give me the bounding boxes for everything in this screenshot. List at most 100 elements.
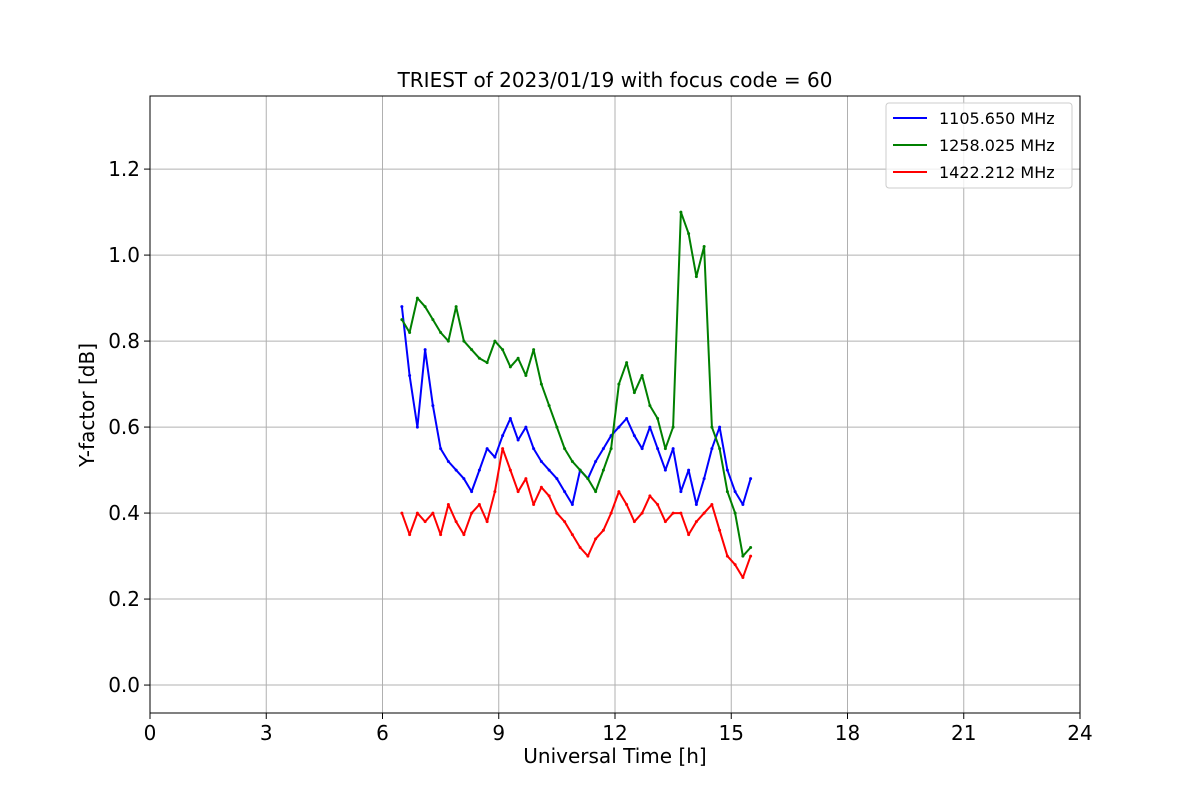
series-1-point	[493, 339, 497, 343]
series-line-1	[401, 211, 752, 558]
series-0-point	[400, 305, 404, 309]
series-1-point	[547, 404, 551, 408]
series-0-point	[570, 502, 574, 506]
series-2-point	[470, 511, 474, 515]
series-2-point	[594, 537, 598, 541]
series-1-point	[586, 477, 590, 481]
series-2-point	[648, 494, 652, 498]
series-2-point	[625, 502, 629, 506]
series-0-point	[508, 416, 512, 420]
x-tick-label: 12	[602, 721, 627, 745]
series-layer	[400, 210, 753, 580]
series-1-point	[446, 339, 450, 343]
series-0-point	[446, 459, 450, 463]
series-0-point	[547, 468, 551, 472]
series-1-point	[423, 305, 427, 309]
series-line-0	[400, 306, 752, 506]
y-tick-label: 0.4	[108, 501, 140, 525]
series-1-point	[710, 425, 714, 429]
series-1-point	[516, 356, 520, 360]
series-1-point	[648, 404, 652, 408]
series-1-point	[725, 490, 729, 494]
series-1-point	[485, 361, 489, 365]
series-2-point	[749, 554, 753, 558]
series-1-point	[501, 348, 505, 352]
series-2-point	[710, 502, 714, 506]
series-2-point	[431, 511, 435, 515]
series-2-point	[532, 502, 536, 506]
series-2-point	[725, 554, 729, 558]
series-2-point	[493, 490, 497, 494]
x-tick-label: 18	[835, 721, 860, 745]
series-2-point	[555, 511, 559, 515]
legend: 1105.650 MHz 1258.025 MHz 1422.212 MHz	[885, 102, 1073, 189]
y-tick-label: 0.8	[108, 329, 140, 353]
series-0-point	[725, 468, 729, 472]
series-2-point	[609, 511, 613, 515]
series-1-point	[687, 232, 691, 236]
series-1-point	[749, 545, 753, 549]
series-0-point	[539, 459, 543, 463]
x-tick-label: 3	[260, 721, 273, 745]
x-axis-label: Universal Time [h]	[523, 744, 706, 768]
series-0-point	[439, 447, 443, 451]
series-0-point	[516, 438, 520, 442]
y-tick-label: 0.6	[108, 415, 140, 439]
series-2-point	[617, 490, 621, 494]
series-0-point	[710, 447, 714, 451]
chart-title: TRIEST of 2023/01/19 with focus code = 6…	[397, 68, 833, 92]
series-2-point	[439, 533, 443, 537]
series-2-point	[423, 520, 427, 524]
x-tick-label: 0	[144, 721, 157, 745]
series-1-point	[733, 511, 737, 515]
series-1-point	[470, 348, 474, 352]
series-2-point	[563, 520, 567, 524]
series-0-point	[702, 477, 706, 481]
y-tick-label: 0.0	[108, 673, 140, 697]
series-0-point	[625, 416, 629, 420]
series-1-point	[702, 244, 706, 248]
series-0-point	[648, 425, 652, 429]
series-2-point	[516, 490, 520, 494]
series-2-point	[640, 511, 644, 515]
series-2-point	[702, 511, 706, 515]
series-2-point	[539, 485, 543, 489]
series-1-point	[477, 356, 481, 360]
series-1-point	[601, 468, 605, 472]
x-tick-label: 6	[376, 721, 389, 745]
series-2-point	[687, 533, 691, 537]
series-0-point	[454, 468, 458, 472]
series-0-point	[679, 490, 683, 494]
legend-label-1258: 1258.025 MHz	[939, 136, 1055, 155]
series-1-point	[694, 275, 698, 279]
series-0-point	[485, 447, 489, 451]
series-0-point	[749, 477, 753, 481]
series-1-point	[508, 365, 512, 369]
series-0-point	[671, 447, 675, 451]
series-2-point	[656, 502, 660, 506]
series-2-point	[446, 502, 450, 506]
x-tick-label: 24	[1067, 721, 1092, 745]
series-0-point	[477, 468, 481, 472]
series-1-point	[632, 391, 636, 395]
series-2-point	[570, 533, 574, 537]
series-0-point	[656, 447, 660, 451]
series-0-point	[687, 468, 691, 472]
legend-box	[885, 102, 1073, 189]
series-1-point	[640, 373, 644, 377]
series-line-2	[400, 447, 752, 579]
x-axis: 0 3 6 9 12 15 18 21 24	[144, 713, 1093, 745]
series-1-point	[431, 318, 435, 322]
series-2-point	[508, 468, 512, 472]
series-0-point	[524, 425, 528, 429]
series-2-point	[462, 533, 466, 537]
series-1-point	[617, 382, 621, 386]
series-1-point	[663, 447, 667, 451]
series-0-point	[423, 348, 427, 352]
series-0-point	[632, 434, 636, 438]
series-2-point	[547, 494, 551, 498]
series-2-point	[663, 520, 667, 524]
x-tick-label: 9	[492, 721, 505, 745]
y-axis: 0.0 0.2 0.4 0.6 0.8 1.0 1.2	[108, 157, 150, 697]
